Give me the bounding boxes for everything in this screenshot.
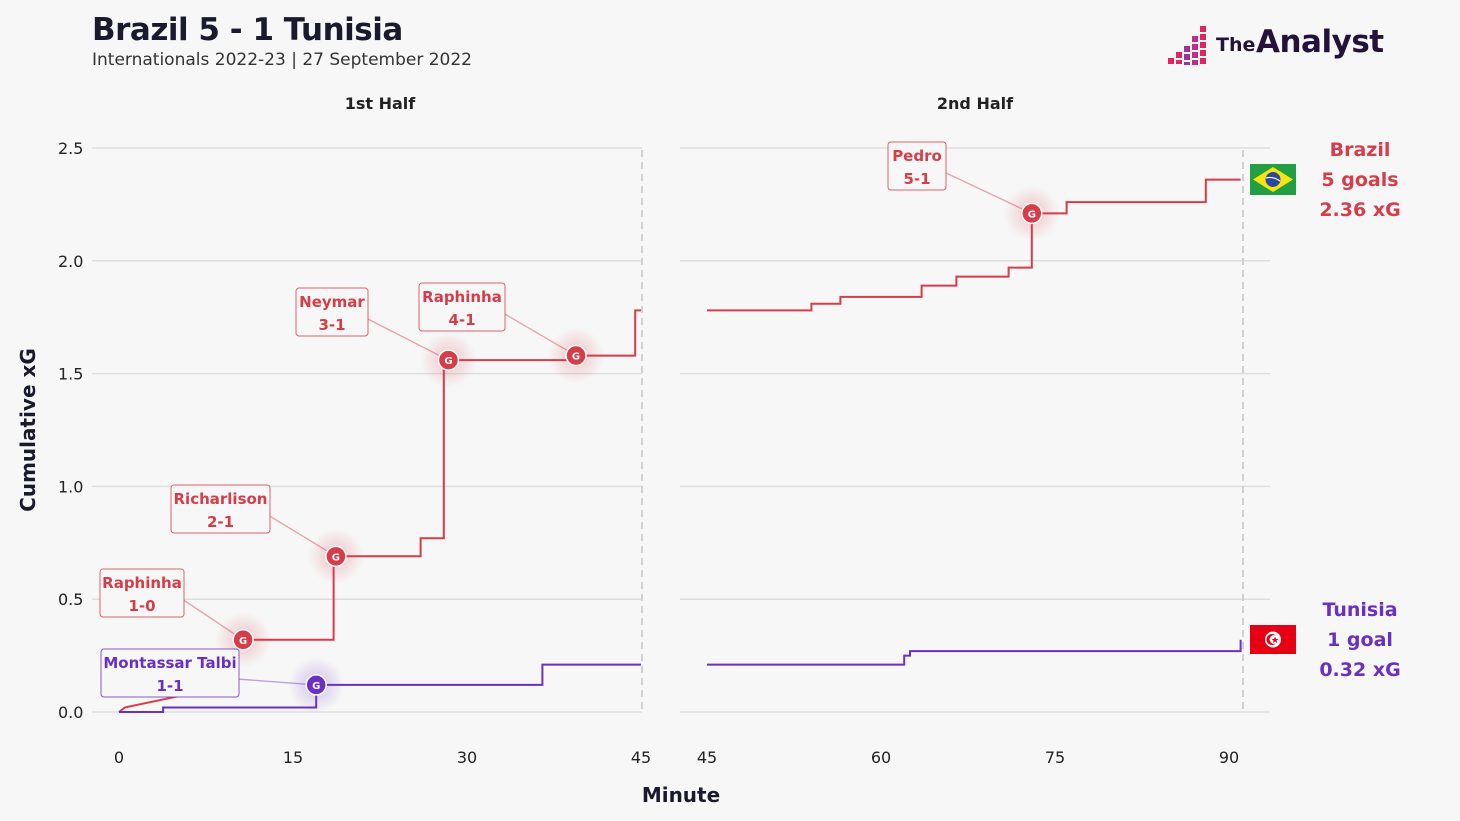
goal-marker [565,344,587,367]
y-tick-label: 2.0 [58,252,83,271]
x-tick-label: 0 [114,748,124,767]
goal-marker [437,349,460,371]
logo-name: Analyst [1256,24,1384,60]
goal-marker [325,545,347,568]
goal-score: 1-0 [128,597,155,615]
goal-marker-label: G [1028,209,1036,220]
tunisia-xg-step-line [707,639,1242,666]
team-summary-goals: 1 goal [1327,629,1393,651]
goal-annotation-box [295,287,369,337]
x-tick-label: 45 [631,748,651,767]
goal-scorer-name: Richarlison [174,490,268,508]
x-tick-label: 75 [1045,748,1065,767]
brazil-flag-icon [1250,164,1296,195]
brazil-flag-band [1265,176,1281,182]
goal-annotation-box [100,648,240,698]
y-axis-label: Cumulative xG [16,348,40,512]
goal-scorer-name: Raphinha [102,574,182,592]
goal-marker-label: G [239,636,247,647]
goal-score: 1-1 [156,677,183,695]
goal-score: 3-1 [318,316,345,334]
logo-prefix: The [1216,34,1256,56]
goal-annotation-box [418,282,506,332]
goal-scorer-name: Raphinha [422,288,502,306]
goal-score: 2-1 [207,513,234,531]
goal-marker-label: G [572,352,580,363]
goal-annotation-box [99,568,185,618]
panel-label-1: 1st Half [345,94,417,113]
panel-label-2: 2nd Half [937,94,1014,113]
x-tick-label: 60 [871,748,891,767]
brazil-flag-globe [1265,172,1281,187]
goal-marker [232,629,254,651]
logo-mark-icon [1168,26,1206,65]
goal-marker-label: G [332,552,340,563]
team-summary-goals: 5 goals [1321,169,1398,191]
tunisia-flag-icon [1250,625,1296,654]
goal-marker [305,674,327,696]
x-tick-label: 45 [697,748,717,767]
goal-score: 4-1 [448,311,475,329]
x-tick-label: 30 [457,748,477,767]
x-axis-label: Minute [642,783,720,807]
y-tick-label: 2.5 [58,139,83,158]
team-summary-name: Brazil [1330,139,1391,161]
x-tick-label: 90 [1219,748,1239,767]
the-analyst-logo: The Analyst [1166,24,1396,68]
team-summary-xg: 0.32 xG [1319,659,1400,681]
goal-scorer-name: Montassar Talbi [103,654,236,672]
team-summary-xg: 2.36 xG [1319,199,1400,221]
goal-marker [1021,202,1043,225]
y-tick-label: 1.0 [58,477,83,496]
chart-subtitle: Internationals 2022-23 | 27 September 20… [92,50,472,70]
goal-scorer-name: Neymar [299,293,365,311]
goal-scorer-name: Pedro [892,147,942,165]
goal-annotation-box [887,141,947,191]
goal-annotation-box [170,484,271,534]
goal-score: 5-1 [903,170,930,188]
chart-title: Brazil 5 - 1 Tunisia [92,12,403,48]
goal-marker-label: G [444,356,452,367]
goal-marker-label: G [312,681,320,692]
x-tick-label: 15 [283,748,303,767]
brazil-xg-step-line [707,178,1241,312]
tunisia-flag-star [1271,636,1279,643]
team-summary-name: Tunisia [1322,599,1397,621]
y-tick-label: 0.5 [58,590,83,609]
y-tick-label: 0.0 [58,703,83,722]
y-tick-label: 1.5 [58,365,83,384]
